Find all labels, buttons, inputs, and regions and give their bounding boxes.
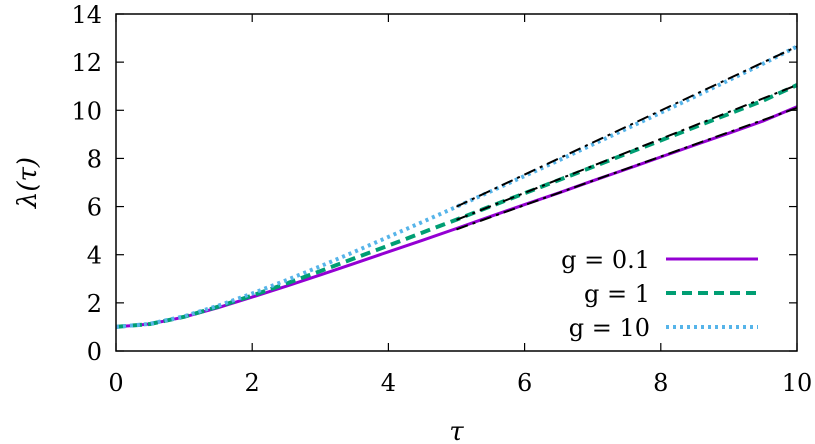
y-tick-label: 8	[87, 145, 102, 173]
plot-frame	[115, 13, 798, 352]
fit-line-2	[456, 84, 798, 221]
legend-label-1: g = 0.1	[561, 246, 650, 274]
x-tick-label: 0	[108, 369, 123, 397]
legend: g = 0.1 g = 1 g = 10	[561, 246, 758, 342]
y-tick-label: 4	[87, 242, 102, 270]
x-axis-title: τ	[449, 417, 464, 444]
series-layer	[115, 44, 798, 329]
y-tick-label: 6	[87, 194, 102, 222]
legend-label-2: g = 1	[584, 280, 650, 308]
x-tick-label: 10	[782, 369, 813, 397]
y-axis: 0 2 4 6 8 10 12 14	[71, 1, 797, 366]
x-axis: 0 2 4 6 8 10	[108, 14, 812, 397]
y-tick-label: 10	[71, 97, 102, 125]
y-tick-label: 12	[71, 49, 102, 77]
y-tick-label: 0	[87, 338, 102, 366]
x-tick-label: 2	[245, 369, 260, 397]
x-tick-label: 8	[653, 369, 668, 397]
series-line-3	[115, 44, 798, 329]
x-tick-label: 4	[381, 369, 396, 397]
x-tick-label: 6	[517, 369, 532, 397]
legend-label-3: g = 10	[569, 314, 650, 342]
y-tick-label: 2	[87, 290, 102, 318]
y-axis-title: λ(τ)	[13, 157, 43, 209]
series-line-1	[115, 105, 798, 329]
y-tick-label: 14	[71, 1, 102, 29]
fit-line-1	[456, 106, 798, 231]
fit-lines-layer	[456, 45, 798, 231]
